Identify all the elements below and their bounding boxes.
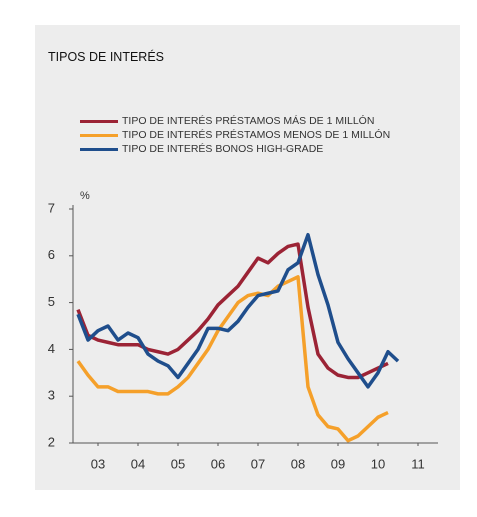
legend-swatch [80, 148, 118, 151]
panel [35, 25, 460, 490]
y-axis-label: % [80, 190, 90, 202]
x-tick-label: 05 [171, 456, 185, 471]
legend-entry: TIPO DE INTERÉS PRÉSTAMOS MENOS DE 1 MIL… [80, 129, 402, 141]
y-tick-label: 6 [48, 247, 55, 262]
series-line [76, 275, 389, 443]
x-tick-label: 10 [371, 456, 385, 471]
x-tick-label: 04 [131, 456, 145, 471]
y-tick-label: 5 [48, 294, 55, 309]
legend-entry: TIPO DE INTERÉS BONOS HIGH-GRADE [80, 143, 402, 155]
x-tick-label: 08 [291, 456, 305, 471]
legend-label: TIPO DE INTERÉS PRÉSTAMOS MÁS DE 1 MILLÓ… [122, 115, 375, 127]
chart-title: TIPOS DE INTERÉS [48, 50, 164, 64]
y-tick-label: 4 [48, 341, 55, 356]
legend: TIPO DE INTERÉS PRÉSTAMOS MÁS DE 1 MILLÓ… [80, 115, 410, 157]
y-tick-label: 2 [48, 434, 55, 449]
legend-entry: TIPO DE INTERÉS PRÉSTAMOS MÁS DE 1 MILLÓ… [80, 115, 402, 127]
legend-swatch [80, 134, 118, 137]
x-tick-label: 03 [91, 456, 105, 471]
legend-label: TIPO DE INTERÉS BONOS HIGH-GRADE [122, 143, 324, 155]
y-tick-label: 7 [48, 200, 55, 215]
x-tick-label: 09 [331, 456, 345, 471]
series-line [76, 232, 400, 389]
x-tick-label: 11 [411, 456, 425, 471]
x-tick-label: 07 [251, 456, 265, 471]
series-line [76, 242, 389, 380]
legend-label: TIPO DE INTERÉS PRÉSTAMOS MENOS DE 1 MIL… [122, 129, 391, 141]
x-tick-label: 06 [211, 456, 225, 471]
legend-swatch [80, 120, 118, 123]
y-tick-label: 3 [48, 388, 55, 403]
